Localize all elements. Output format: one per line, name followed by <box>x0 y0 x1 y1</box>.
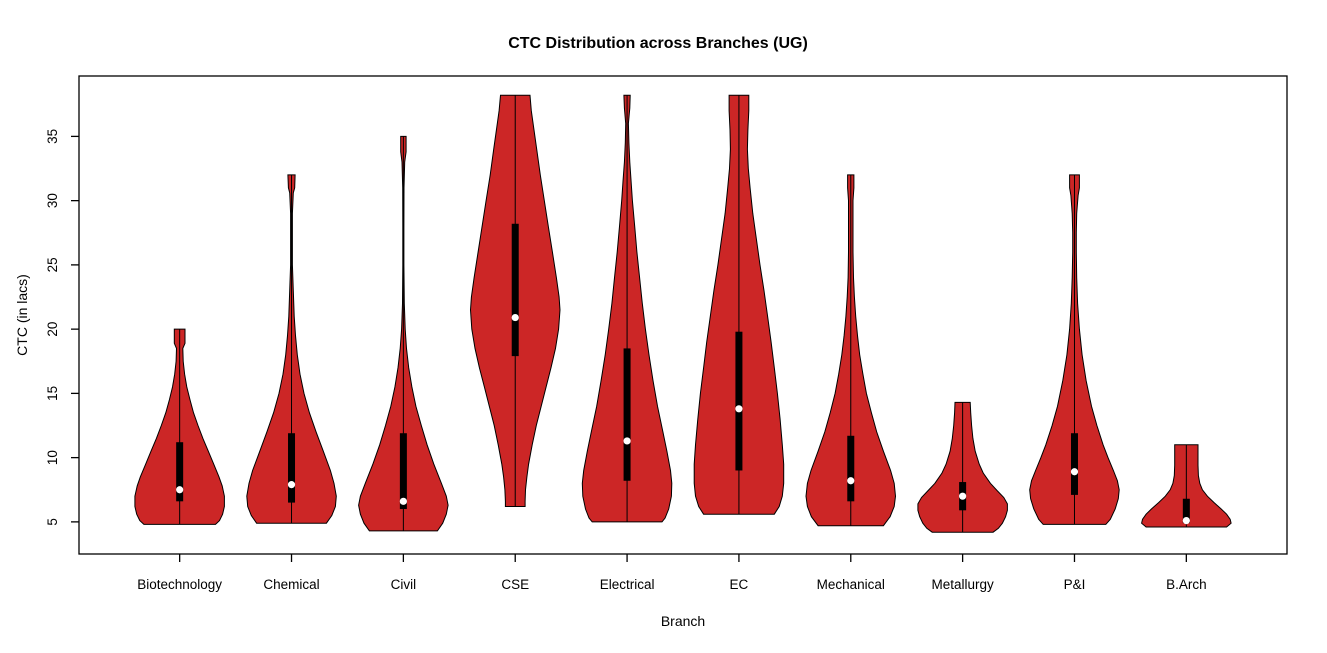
x-tick-label: Mechanical <box>817 577 885 592</box>
y-tick-label: 10 <box>45 450 60 465</box>
y-tick-label: 25 <box>45 257 60 272</box>
y-tick-label: 20 <box>45 322 60 337</box>
x-tick-label: EC <box>730 577 749 592</box>
violin-box-Biotechnology <box>176 442 184 502</box>
violin-median-dot-Mechanical <box>847 477 855 485</box>
violin-box-P&I <box>1070 433 1078 495</box>
y-axis-label: CTC (in lacs) <box>14 274 30 356</box>
x-axis-label: Branch <box>661 613 705 629</box>
plot-frame <box>78 75 1288 555</box>
y-tick-label: 15 <box>45 386 60 401</box>
violin-box-Electrical <box>623 348 631 481</box>
violin-box-Civil <box>399 433 407 510</box>
violin-median-dot-Biotechnology <box>176 486 184 494</box>
chart-title: CTC Distribution across Branches (UG) <box>508 35 808 52</box>
x-tick-label: P&I <box>1064 577 1086 592</box>
violin-box-EC <box>735 331 743 471</box>
x-tick-label: Electrical <box>600 577 655 592</box>
violin-median-dot-EC <box>735 405 743 413</box>
x-tick-label: Metallurgy <box>931 577 994 592</box>
y-tick-label: 30 <box>45 193 60 208</box>
x-tick-label: Biotechnology <box>137 577 222 592</box>
plot-content: 5 10 15 20 25 30 35 Biotechnology Chemical Civil C… <box>45 75 1288 592</box>
violin-median-dot-B.Arch <box>1182 516 1190 525</box>
x-tick-label: Civil <box>391 577 417 592</box>
violin-median-dot-CSE <box>511 313 519 322</box>
violin-median-dot-Electrical <box>623 437 631 445</box>
violin-box-Mechanical <box>847 435 855 502</box>
x-tick-label: Chemical <box>263 577 319 592</box>
violin-median-dot-Chemical <box>287 481 296 489</box>
violin-box-B.Arch <box>1182 498 1190 524</box>
violin-median-dot-Civil <box>399 497 407 505</box>
violin-median-dot-P&I <box>1070 468 1079 476</box>
y-tick-label: 5 <box>45 518 60 526</box>
violin-median-dot-Metallurgy <box>959 492 967 500</box>
violin-box-Chemical <box>288 433 296 503</box>
y-tick-label: 35 <box>45 129 60 144</box>
x-tick-label: B.Arch <box>1166 577 1207 592</box>
x-tick-label: CSE <box>501 577 529 592</box>
violin-box-CSE <box>511 223 519 357</box>
